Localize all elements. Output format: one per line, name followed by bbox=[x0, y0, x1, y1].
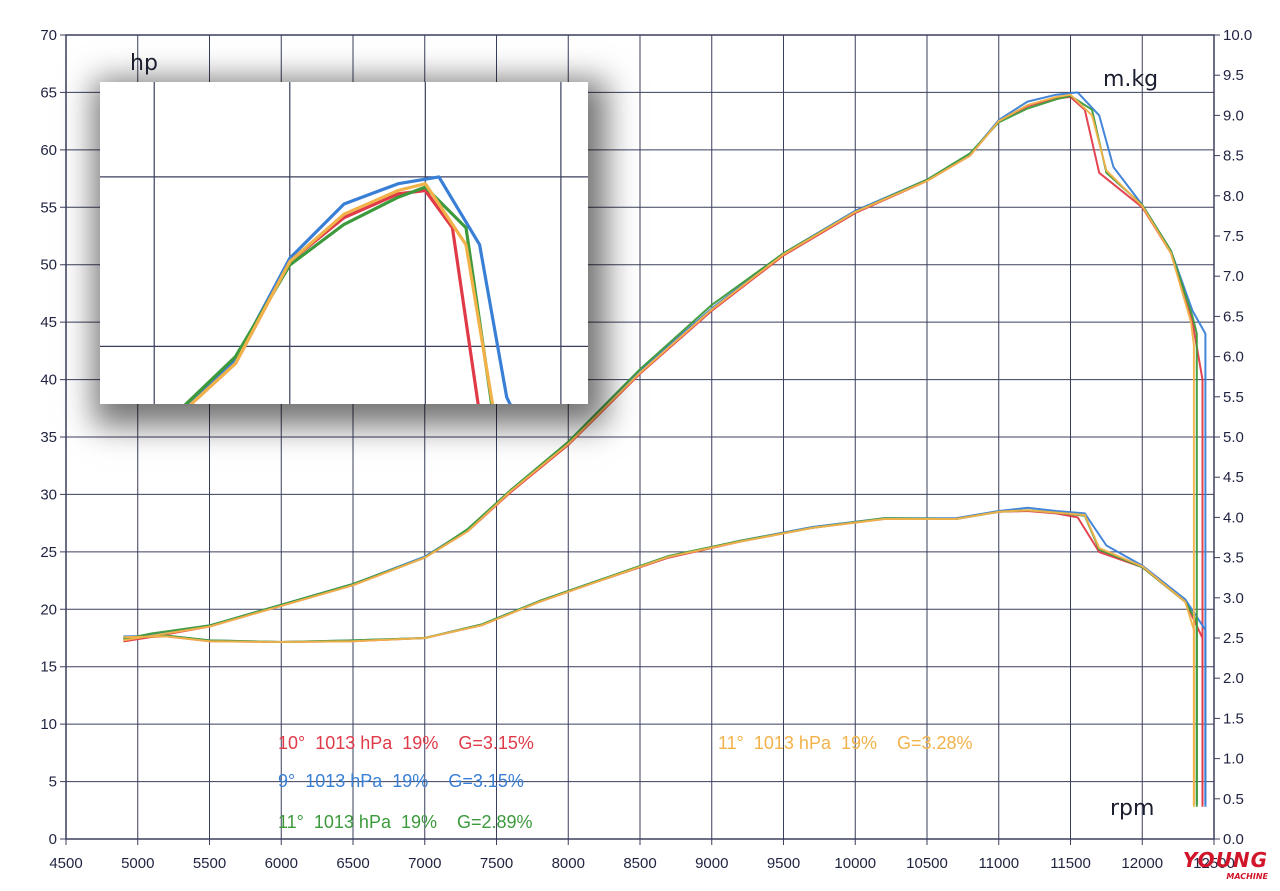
left-tick-label: 15 bbox=[40, 659, 57, 676]
left-tick-label: 60 bbox=[40, 142, 57, 159]
left-axis-ticks: 0 5 10 15 20 25 30 35 40 45 50 55 60 65 70 bbox=[40, 27, 57, 848]
right-tick-label: 7.5 bbox=[1223, 228, 1244, 245]
legend-entry-blue: 9° 1013 hPa 19% G=3.15% bbox=[278, 771, 524, 791]
x-axis-ticks: 4500 5000 5500 6000 6500 7000 7500 8000 8500 9000… bbox=[49, 855, 1235, 872]
x-tick-label: 12000 bbox=[1121, 855, 1163, 872]
x-tick-label: 11500 bbox=[1050, 855, 1091, 872]
right-tick-label: 5.5 bbox=[1223, 389, 1244, 406]
right-tick-label: 8.0 bbox=[1223, 188, 1244, 205]
inset-label-wrap: hp bbox=[130, 51, 158, 76]
left-tick-label: 20 bbox=[40, 601, 57, 618]
x-tick-label: 10500 bbox=[906, 855, 948, 872]
inset-hp-curve-1 bbox=[185, 175, 512, 404]
right-tick-label: 1.0 bbox=[1223, 751, 1244, 768]
torque-curve-2 bbox=[123, 509, 1198, 807]
inset-hp-curve-3 bbox=[188, 182, 495, 404]
zoom-inset bbox=[100, 82, 588, 404]
right-tick-label: 2.5 bbox=[1223, 630, 1244, 647]
right-tick-label: 7.0 bbox=[1223, 268, 1244, 285]
zoom-inset-plot bbox=[100, 82, 588, 404]
x-axis-unit: rpm bbox=[1110, 796, 1154, 821]
left-tick-label: 35 bbox=[40, 429, 57, 446]
watermark-main: YOUNG bbox=[1182, 848, 1268, 872]
legend-entry-green: 11° 1013 hPa 19% G=2.89% bbox=[278, 812, 533, 832]
left-tick-label: 0 bbox=[49, 831, 57, 848]
right-tick-label: 2.0 bbox=[1223, 670, 1244, 687]
right-tick-label: 0.5 bbox=[1223, 791, 1244, 808]
x-tick-label: 9000 bbox=[695, 855, 728, 872]
plot-frame bbox=[65, 34, 1215, 840]
left-tick-label: 5 bbox=[49, 774, 57, 791]
right-tick-label: 5.0 bbox=[1223, 429, 1244, 446]
left-tick-label: 65 bbox=[40, 84, 57, 101]
left-tick-label: 10 bbox=[40, 716, 57, 733]
torque-curve-1 bbox=[123, 506, 1207, 807]
x-tick-label: 12500 bbox=[1193, 855, 1235, 872]
right-tick-label: 4.5 bbox=[1223, 469, 1244, 486]
x-tick-label: 8500 bbox=[623, 855, 656, 872]
x-tick-label: 6000 bbox=[265, 855, 298, 872]
x-tick-label: 5500 bbox=[193, 855, 226, 872]
right-tick-label: 6.5 bbox=[1223, 308, 1244, 325]
legend-entry-red: 10° 1013 hPa 19% G=3.15% bbox=[278, 733, 534, 753]
x-tick-label: 4500 bbox=[49, 855, 82, 872]
right-tick-label: 9.5 bbox=[1223, 67, 1244, 84]
left-tick-label: 50 bbox=[40, 257, 57, 274]
brand-watermark: YOUNG MACHINE bbox=[1183, 848, 1268, 881]
left-tick-label: 30 bbox=[40, 486, 57, 503]
right-tick-label: 9.0 bbox=[1223, 107, 1244, 124]
right-tick-label: 10.0 bbox=[1223, 27, 1252, 44]
left-tick-label: 70 bbox=[40, 27, 57, 44]
x-tick-label: 11000 bbox=[978, 855, 1019, 872]
right-tick-label: 1.5 bbox=[1223, 710, 1244, 727]
right-tick-label: 3.0 bbox=[1223, 590, 1244, 607]
inset-grid bbox=[100, 82, 588, 404]
right-tick-label: 0.0 bbox=[1223, 831, 1244, 848]
inset-series-lines bbox=[183, 175, 512, 404]
left-tick-label: 45 bbox=[40, 314, 57, 331]
x-tick-label: 10000 bbox=[834, 855, 876, 872]
right-tick-label: 8.5 bbox=[1223, 148, 1244, 165]
legend-entry-orange: 11° 1013 hPa 19% G=3.28% bbox=[718, 733, 973, 753]
inset-hp-curve-0 bbox=[188, 188, 480, 404]
right-axis-ticks: 0.0 0.5 1.0 1.5 2.0 2.5 3.0 3.5 4.0 4.5 5.0 5.5 6.0 6… bbox=[1223, 27, 1252, 848]
right-tick-label: 3.5 bbox=[1223, 550, 1244, 567]
right-axis-unit: m.kg bbox=[1103, 67, 1158, 92]
left-axis-unit: hp bbox=[130, 51, 158, 76]
right-tick-label: 6.0 bbox=[1223, 349, 1244, 366]
x-tick-label: 6500 bbox=[336, 855, 369, 872]
x-tick-label: 7000 bbox=[408, 855, 441, 872]
left-tick-label: 40 bbox=[40, 372, 57, 389]
watermark-sub: MACHINE bbox=[1226, 872, 1268, 881]
x-tick-label: 5000 bbox=[121, 855, 154, 872]
left-tick-label: 55 bbox=[40, 199, 57, 216]
x-tick-label: 7500 bbox=[480, 855, 513, 872]
torque-curve-3 bbox=[123, 509, 1195, 807]
right-tick-label: 4.0 bbox=[1223, 509, 1244, 526]
torque-curve-0 bbox=[123, 510, 1204, 807]
x-tick-label: 9500 bbox=[767, 855, 800, 872]
inset-hp-curve-2 bbox=[183, 185, 494, 404]
hp-curve-3 bbox=[123, 93, 1195, 805]
x-tick-label: 8000 bbox=[552, 855, 585, 872]
left-tick-label: 25 bbox=[40, 544, 57, 561]
series-lines bbox=[123, 91, 1207, 807]
